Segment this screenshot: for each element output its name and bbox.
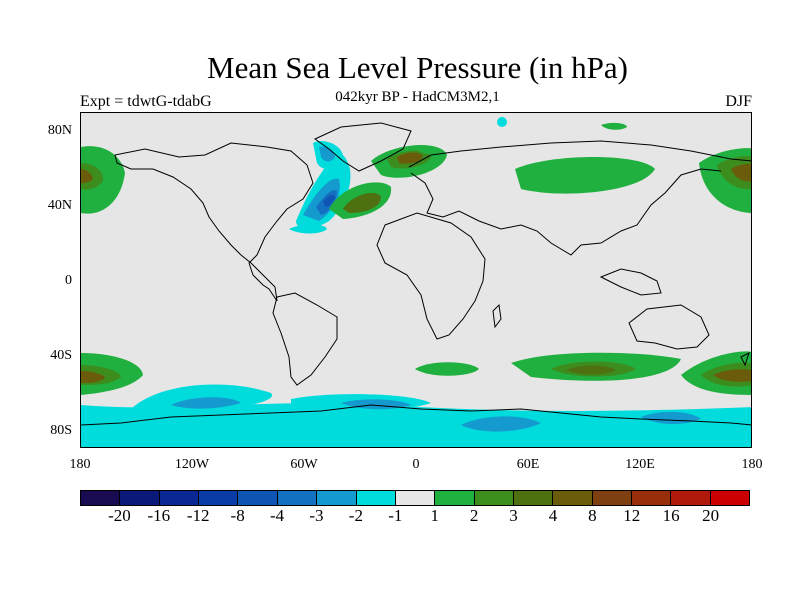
- lon-tick-0: 0: [412, 457, 420, 472]
- north-small-positive: [417, 146, 439, 154]
- lat-tick-80n: 80N: [47, 123, 72, 138]
- colorbar-label: -4: [269, 506, 285, 525]
- lat-tick-0: 0: [65, 273, 72, 288]
- colorbar-label: -3: [309, 506, 324, 525]
- colorbar-swatch: [632, 491, 672, 505]
- south-indian-4: [566, 365, 616, 375]
- lon-tick-60e: 60E: [516, 457, 540, 472]
- colorbar-label: -2: [348, 506, 363, 525]
- colorbar-label: -20: [108, 506, 131, 525]
- colorbar-label: 12: [623, 506, 641, 525]
- colorbar-label: -12: [186, 506, 210, 525]
- colorbar-swatch: [199, 491, 239, 505]
- coast-new-zealand: [740, 352, 750, 367]
- south-atlantic-positive: [415, 362, 479, 376]
- colorbar-swatch: [553, 491, 593, 505]
- colorbar-swatch: [435, 491, 475, 505]
- lon-tick-180w: 180: [69, 457, 91, 472]
- chart-title: Mean Sea Level Pressure (in hPa): [207, 50, 628, 85]
- north-pacific-east-4: [81, 169, 93, 183]
- colorbar-label: 1: [430, 506, 439, 525]
- colorbar: [80, 490, 750, 506]
- experiment-label: Expt = tdwtG-tdabG: [80, 93, 212, 110]
- colorbar-swatch: [120, 491, 160, 505]
- colorbar-swatch: [395, 491, 436, 505]
- colorbar-swatch: [592, 491, 633, 505]
- lat-tick-40n: 40N: [47, 198, 72, 213]
- arctic-small-positive: [601, 122, 627, 130]
- map-svg: [81, 117, 751, 447]
- colorbar-label: 3: [509, 506, 518, 525]
- colorbar-swatch: [671, 491, 711, 505]
- greenland-scandinavia-4: [397, 152, 423, 164]
- lon-tick-120e: 120E: [625, 457, 655, 472]
- colorbar-label: -8: [230, 506, 245, 525]
- coast-australia: [628, 304, 710, 350]
- chart-subtitle: 042kyr BP - HadCM3M2,1: [335, 89, 500, 105]
- mid-atlantic-negative: [289, 224, 327, 234]
- lat-tick-40s: 40S: [50, 348, 72, 363]
- coast-africa: [376, 212, 486, 340]
- colorbar-swatch: [356, 491, 396, 505]
- colorbar-label: 2: [469, 506, 479, 525]
- colorbar-label: -16: [147, 506, 171, 525]
- season-label: DJF: [725, 93, 752, 110]
- arctic-small-negative: [497, 117, 507, 127]
- colorbar-swatch: [277, 491, 318, 505]
- lon-tick-120w: 120W: [174, 457, 210, 472]
- colorbar-swatch: [474, 491, 514, 505]
- colorbar-swatch: [513, 491, 554, 505]
- south-pacific-west-4: [713, 369, 751, 382]
- colorbar-swatch: [159, 491, 200, 505]
- coast-greenland: [314, 122, 412, 172]
- south-pacific-east-4: [81, 371, 105, 383]
- colorbar-swatch: [317, 491, 357, 505]
- colorbar-label: -1: [388, 506, 403, 525]
- coast-antarctica: [81, 404, 751, 426]
- mid-atlantic-positive-3: [343, 193, 381, 213]
- north-pacific-west-4: [731, 163, 751, 182]
- colorbar-swatch: [710, 491, 750, 505]
- coast-europe-asia: [408, 140, 751, 256]
- colorbar-swatch: [81, 491, 121, 505]
- coast-se-asia: [599, 268, 662, 296]
- map-panel: [80, 112, 752, 448]
- colorbar-swatch: [238, 491, 278, 505]
- lon-tick-60w: 60W: [290, 457, 318, 472]
- north-atlantic-negative-2: [303, 178, 340, 221]
- colorbar-label: 20: [702, 506, 720, 525]
- central-asia-positive: [515, 157, 655, 194]
- coastlines: [81, 122, 751, 426]
- colorbar-label: 16: [662, 506, 680, 525]
- colorbar-label: 8: [588, 506, 597, 525]
- antarctic-deeper-1: [171, 397, 241, 409]
- coast-north-america: [114, 142, 314, 302]
- north-atlantic-negative-4: [323, 194, 335, 207]
- antarctic-deeper-3: [461, 416, 541, 432]
- coast-south-america: [272, 292, 338, 386]
- lat-tick-80s: 80S: [50, 423, 72, 438]
- colorbar-label: 4: [548, 506, 558, 525]
- lon-tick-180e: 180: [741, 457, 763, 472]
- coast-madagascar: [492, 303, 502, 329]
